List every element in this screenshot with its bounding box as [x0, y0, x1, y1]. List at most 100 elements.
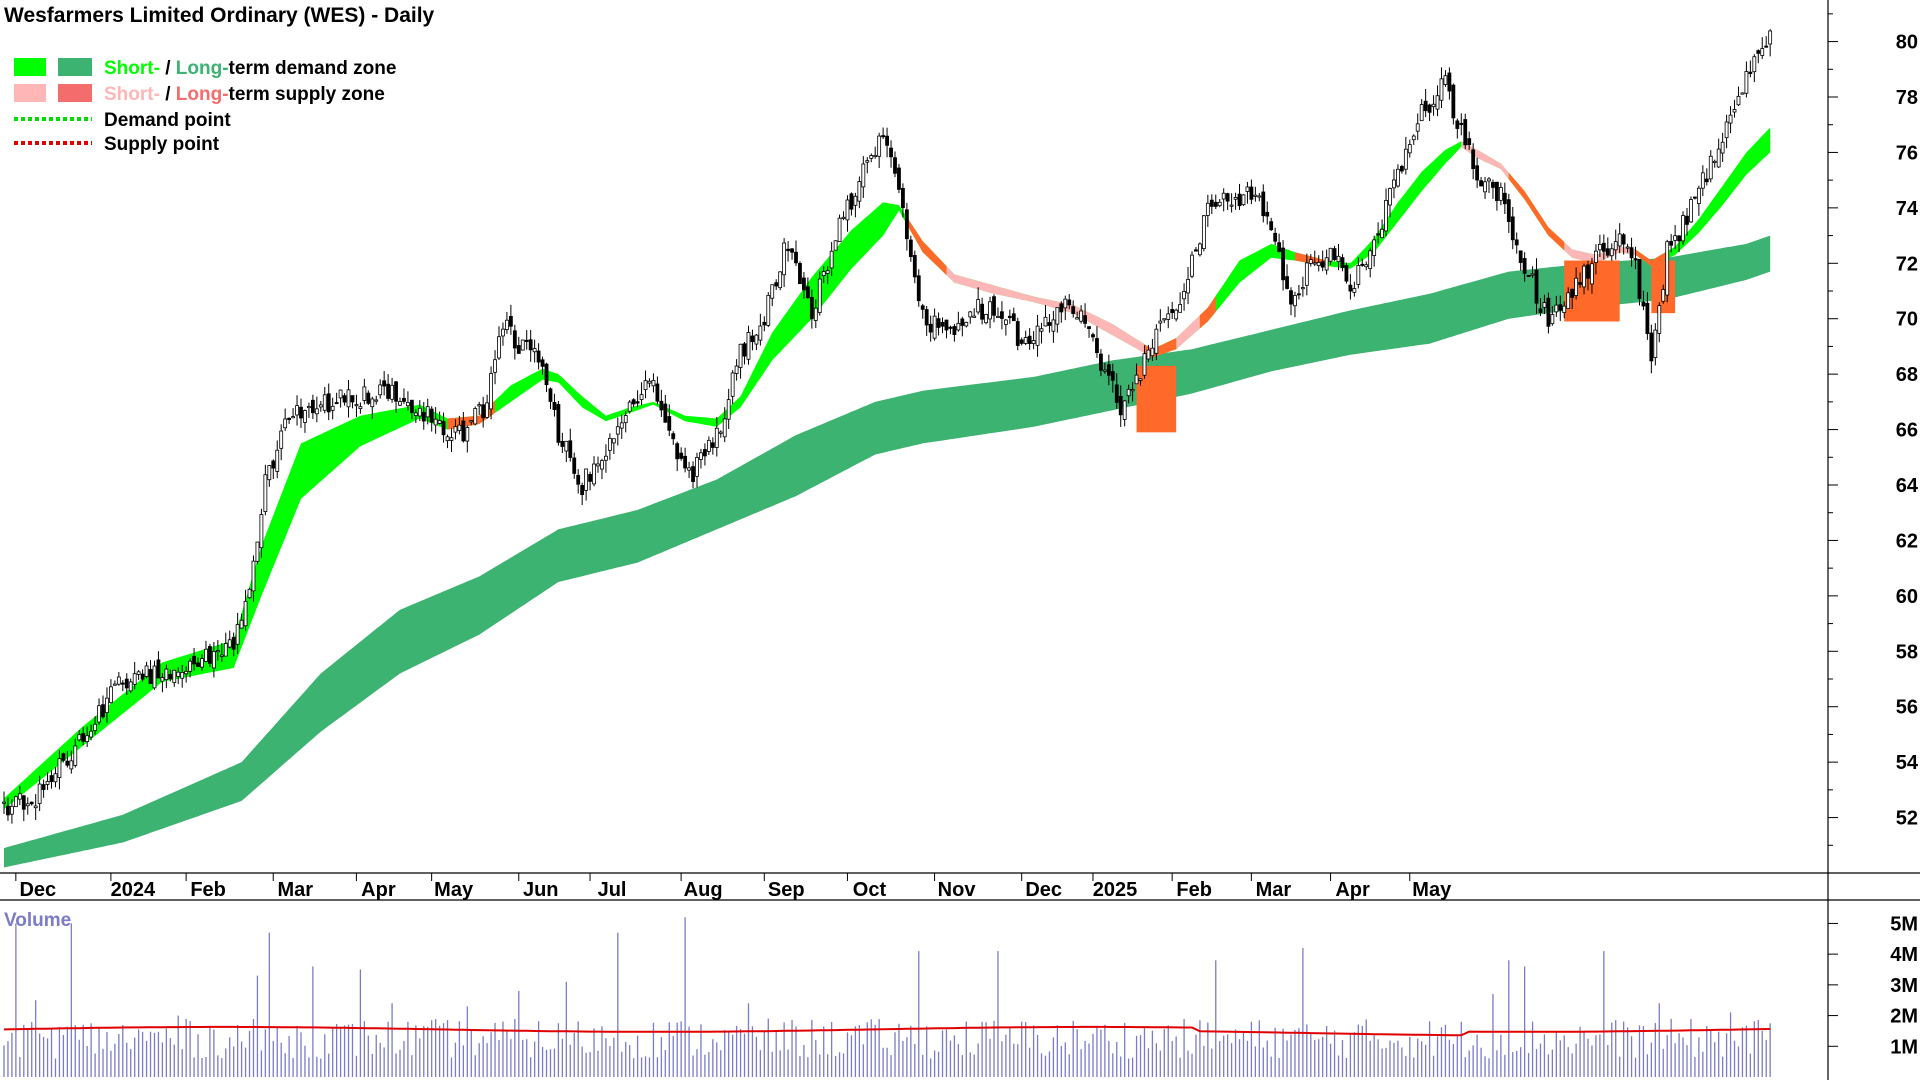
candle-body — [489, 373, 493, 410]
candle-body — [1380, 228, 1384, 239]
candle — [1106, 354, 1111, 386]
candle-body — [651, 379, 656, 387]
candle-body — [485, 402, 490, 418]
candle — [1312, 250, 1317, 267]
candle-body — [1364, 264, 1369, 268]
candle-body — [505, 319, 509, 330]
candle — [1677, 235, 1681, 253]
candle-body — [754, 334, 759, 345]
candle-body — [1570, 288, 1575, 298]
x-tick-label: May — [434, 879, 474, 901]
candle — [271, 459, 276, 479]
candle-body — [1007, 315, 1012, 319]
candle — [710, 437, 715, 455]
candle — [722, 407, 727, 443]
candle — [1455, 118, 1460, 139]
candle — [1415, 113, 1420, 140]
candle-body — [1487, 178, 1491, 182]
candle — [29, 801, 34, 806]
candle — [1724, 114, 1729, 149]
candle — [615, 417, 620, 446]
candle-body — [1574, 277, 1579, 296]
candle — [1740, 92, 1745, 95]
candle-body — [1312, 262, 1317, 265]
candle — [402, 388, 406, 405]
candle-body — [512, 330, 517, 349]
candle-body — [295, 405, 299, 416]
candle-body — [283, 418, 288, 429]
candle — [556, 400, 561, 446]
candle-body — [390, 384, 394, 400]
candle — [536, 343, 541, 370]
candle-body — [287, 417, 292, 420]
candle — [132, 661, 137, 690]
candle — [1384, 188, 1388, 237]
candle — [1621, 233, 1626, 255]
candle-body — [623, 415, 628, 424]
long-term-supply-block-0 — [1136, 365, 1177, 433]
candle — [338, 389, 343, 408]
candle-body — [1657, 305, 1662, 334]
candle — [782, 238, 787, 287]
candle — [881, 127, 886, 139]
candle — [1249, 179, 1254, 205]
candle-body — [1431, 103, 1436, 108]
candle — [1087, 326, 1091, 338]
candle-body — [940, 321, 945, 327]
x-tick-label: Feb — [1176, 879, 1212, 901]
candle-body — [718, 431, 723, 434]
candle — [231, 632, 236, 657]
candle-body — [1221, 192, 1226, 200]
candle — [1708, 150, 1713, 183]
candle-body — [493, 359, 497, 373]
candle-body — [188, 660, 193, 672]
candle — [960, 316, 965, 337]
legend-demand-point-label: Demand point — [104, 110, 231, 131]
candle — [1625, 243, 1630, 253]
candle — [1653, 323, 1658, 366]
candle-body — [176, 671, 181, 677]
candle — [417, 400, 422, 422]
candle-body — [1273, 232, 1278, 242]
candle-body — [1562, 305, 1567, 313]
x-tick-label: Jun — [523, 879, 559, 901]
candle — [1225, 192, 1230, 211]
candle-body — [406, 402, 410, 407]
candle — [1237, 183, 1242, 210]
candle — [897, 164, 901, 194]
candle-body — [318, 404, 323, 408]
candle-body — [611, 438, 616, 444]
candle — [1035, 314, 1040, 357]
candle-body — [160, 677, 165, 682]
candle-body — [1245, 186, 1250, 192]
candle — [877, 132, 882, 168]
candle — [57, 750, 62, 790]
candle — [1732, 99, 1737, 118]
candle-body — [279, 430, 284, 449]
candle-body — [326, 393, 331, 413]
candle — [988, 296, 992, 329]
candle — [1079, 305, 1084, 324]
candle — [1495, 181, 1499, 211]
candle-body — [1178, 304, 1183, 313]
candle-body — [893, 157, 897, 174]
candle — [1467, 131, 1472, 150]
candle — [1221, 188, 1226, 212]
candle — [659, 389, 664, 417]
candle-body — [667, 416, 672, 431]
candle — [857, 176, 862, 209]
candle-body — [1483, 181, 1487, 193]
candle-body — [255, 541, 260, 562]
candle — [1118, 385, 1123, 427]
candle-body — [1495, 181, 1499, 201]
candle — [1340, 254, 1345, 272]
candle-body — [948, 326, 953, 329]
volume-tick-label: 5M — [1890, 913, 1918, 935]
candle-body — [386, 383, 391, 399]
candle — [69, 750, 74, 774]
candle — [192, 648, 196, 671]
candle — [1764, 36, 1769, 48]
candle — [6, 797, 10, 821]
candle-body — [889, 147, 893, 158]
candle-body — [136, 671, 141, 675]
